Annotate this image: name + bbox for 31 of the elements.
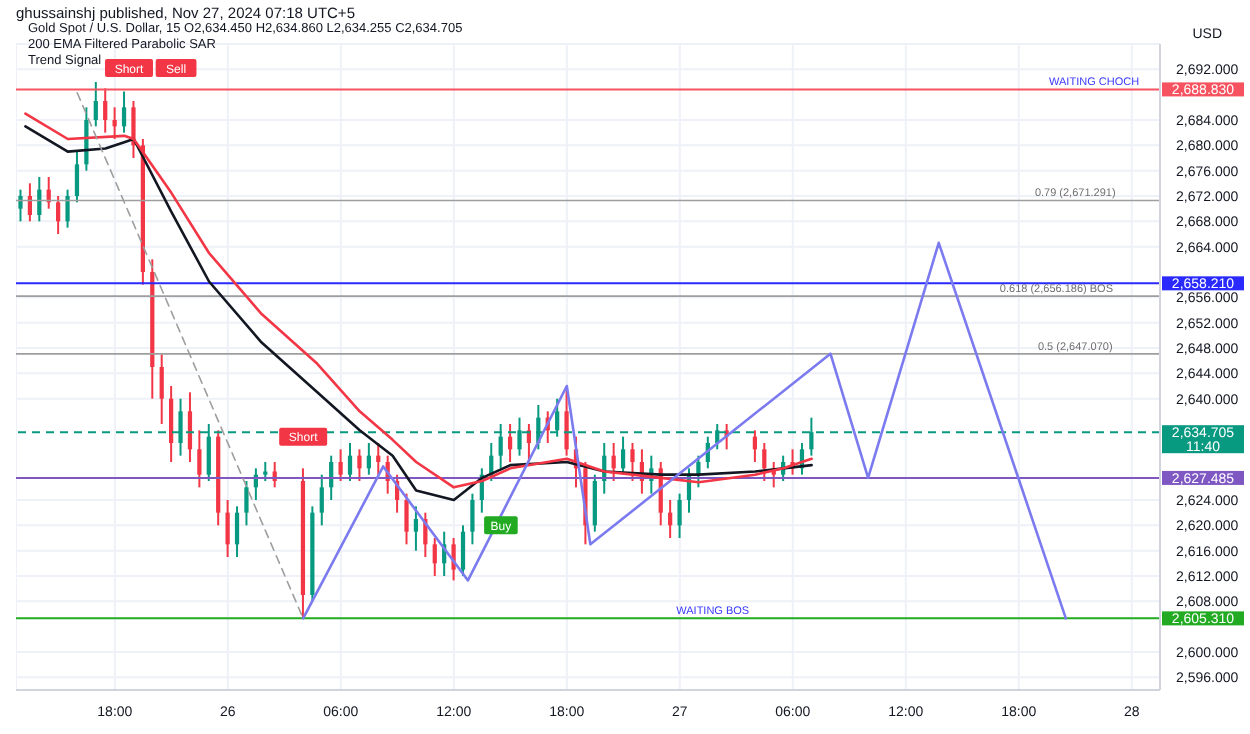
candlestick [84,106,89,172]
candlestick [620,435,626,476]
candlestick [413,505,419,552]
candlestick [225,499,230,558]
candlestick [37,176,42,223]
candlestick [121,90,127,134]
candlestick [18,188,23,223]
candlestick [677,492,682,539]
candlestick [460,524,466,577]
candlestick [432,537,437,577]
candlestick [263,461,268,482]
candlestick [762,442,767,482]
candlestick [159,353,164,425]
candlestick [338,448,343,482]
candlestick [470,492,475,546]
candlestick [319,473,324,527]
candlestick [347,442,353,482]
candlestick [93,81,98,128]
candlestick [56,195,61,235]
candlestick [244,480,249,527]
candlestick [65,188,70,229]
candlestick [74,150,80,204]
candlestick [592,473,597,533]
candlestick [630,442,635,482]
candlestick [197,429,202,489]
candlestick [451,537,456,582]
candlestick [696,454,701,489]
candlestick [404,492,409,546]
candlestick [234,505,240,558]
candlestick [169,385,174,463]
candlestick [357,448,362,482]
